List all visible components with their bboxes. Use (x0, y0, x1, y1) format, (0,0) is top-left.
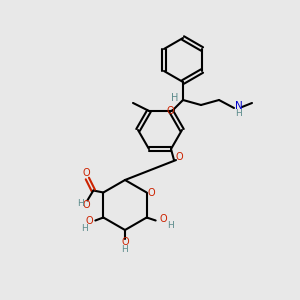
Text: O: O (175, 152, 183, 162)
Text: H: H (171, 93, 179, 103)
Text: O: O (82, 200, 90, 209)
Text: N: N (235, 101, 243, 111)
Text: H: H (81, 224, 88, 233)
Text: H: H (167, 221, 174, 230)
Text: H: H (77, 199, 84, 208)
Text: O: O (121, 237, 129, 247)
Text: O: O (82, 169, 90, 178)
Text: O: O (148, 188, 155, 197)
Text: O: O (166, 106, 174, 116)
Text: O: O (85, 217, 93, 226)
Text: H: H (236, 109, 242, 118)
Text: O: O (160, 214, 167, 224)
Text: H: H (122, 245, 128, 254)
